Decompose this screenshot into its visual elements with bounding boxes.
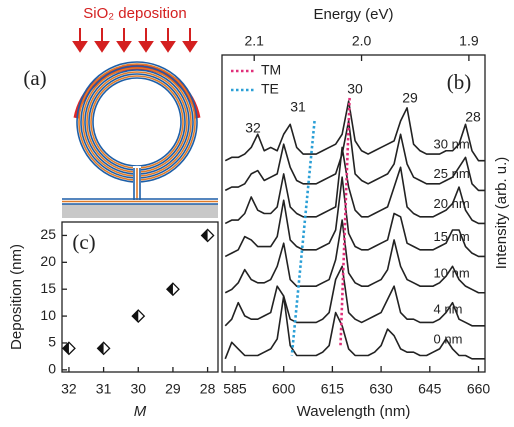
marker-outline <box>200 228 215 243</box>
x-tick-label: 585 <box>223 381 247 397</box>
marker-fill <box>62 342 69 355</box>
x-axis-label: Wavelength (nm) <box>297 403 411 420</box>
mode-label: 29 <box>402 90 418 106</box>
marker <box>131 309 146 324</box>
spectrum-line <box>224 219 485 294</box>
y-tick-label: 10 <box>40 307 56 323</box>
marker-outline <box>131 309 146 324</box>
mode-label: 32 <box>245 120 261 136</box>
plot-frame <box>221 54 486 373</box>
marker <box>62 341 76 356</box>
spectrum-line <box>224 100 485 162</box>
series-label: 15 nm <box>434 229 470 244</box>
x-tick-label: 28 <box>200 381 216 397</box>
spectrum-line <box>224 265 485 327</box>
marker-fill <box>166 283 173 296</box>
y-axis-label: Deposition (nm) <box>8 244 25 350</box>
guide-line <box>339 97 351 346</box>
ring <box>62 61 218 205</box>
x-tick-label: 600 <box>272 381 296 397</box>
x-tick-label: 29 <box>165 381 181 397</box>
x-tick-label: 30 <box>130 381 146 397</box>
mode-label: 30 <box>347 81 363 97</box>
marker <box>200 228 215 243</box>
series-label: 4 nm <box>434 302 463 317</box>
diagram-title: SiO₂ deposition <box>83 5 186 22</box>
x2-tick-label: 1.9 <box>459 33 479 49</box>
marker-fill <box>132 310 139 323</box>
x-axis-label: M <box>134 403 147 420</box>
y-tick-label: 25 <box>40 226 56 242</box>
y-tick-label: 20 <box>40 253 56 269</box>
spectrum-line <box>224 146 485 225</box>
panel-label: (a) <box>23 66 46 90</box>
x2-tick-label: 2.1 <box>244 33 264 49</box>
spectrum-line <box>224 176 485 258</box>
x-tick-label: 645 <box>418 381 442 397</box>
x-tick-label: 32 <box>61 381 77 397</box>
substrate <box>62 204 218 218</box>
x-tick-label: 660 <box>467 381 491 397</box>
legend-label: TM <box>261 62 281 78</box>
marker <box>166 282 180 297</box>
legend-label: TE <box>261 81 279 97</box>
x-tick-label: 31 <box>96 381 112 397</box>
marker-outline <box>96 341 111 356</box>
marker-fill <box>97 342 104 355</box>
x2-axis-label: Energy (eV) <box>313 6 393 23</box>
marker-outline <box>166 282 180 297</box>
series-label: 30 nm <box>434 137 470 152</box>
x-tick-label: 615 <box>321 381 345 397</box>
y-tick-label: 0 <box>48 361 56 377</box>
series-label: 0 nm <box>434 331 463 346</box>
panel-label: (b) <box>447 70 472 94</box>
x-tick-label: 630 <box>369 381 393 397</box>
guide-line <box>290 120 316 356</box>
series-label: 10 nm <box>434 265 470 280</box>
x2-tick-label: 2.0 <box>352 33 372 49</box>
deposition-arrows <box>72 28 198 53</box>
series-label: 20 nm <box>434 196 470 211</box>
y-axis-label: Intensity (arb. u.) <box>493 157 510 270</box>
marker-outline <box>62 341 76 356</box>
y-tick-label: 5 <box>48 334 56 350</box>
plot-frame <box>61 221 219 373</box>
y-tick-label: 15 <box>40 280 56 296</box>
spectrum-line <box>224 295 485 360</box>
mode-label: 31 <box>290 99 306 115</box>
mode-label: 28 <box>465 109 481 125</box>
marker <box>96 341 111 356</box>
spectrum-line <box>224 120 485 192</box>
ring-diagram: SiO₂ deposition (a) <box>23 5 218 218</box>
series-label: 25 nm <box>434 166 470 181</box>
panel-label: (c) <box>72 230 95 254</box>
marker-fill <box>201 229 208 242</box>
